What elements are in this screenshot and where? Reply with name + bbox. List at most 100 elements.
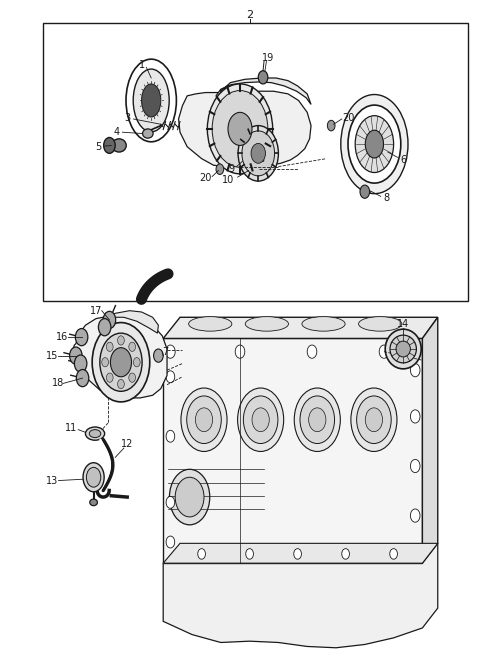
Ellipse shape <box>112 139 126 152</box>
Circle shape <box>410 459 420 473</box>
Circle shape <box>390 549 397 559</box>
Text: 8: 8 <box>384 193 389 204</box>
Polygon shape <box>103 311 158 333</box>
Circle shape <box>294 549 301 559</box>
Ellipse shape <box>396 341 410 357</box>
Text: 19: 19 <box>262 53 274 63</box>
Circle shape <box>166 536 175 548</box>
Text: 10: 10 <box>222 175 234 185</box>
Circle shape <box>75 329 88 346</box>
Text: 6: 6 <box>400 155 406 165</box>
Circle shape <box>102 358 108 367</box>
Circle shape <box>294 388 340 451</box>
Ellipse shape <box>245 317 288 331</box>
Circle shape <box>238 388 284 451</box>
Ellipse shape <box>341 95 408 194</box>
Polygon shape <box>216 78 311 104</box>
Polygon shape <box>179 91 311 167</box>
Circle shape <box>70 347 82 364</box>
Text: 18: 18 <box>51 378 64 389</box>
Circle shape <box>238 126 278 181</box>
Circle shape <box>92 323 150 402</box>
Ellipse shape <box>385 329 421 369</box>
Circle shape <box>195 408 213 432</box>
Ellipse shape <box>359 317 402 331</box>
Text: 3: 3 <box>124 112 130 123</box>
Circle shape <box>342 549 349 559</box>
Circle shape <box>76 369 89 387</box>
Text: 12: 12 <box>121 439 133 449</box>
Text: 20: 20 <box>342 112 354 123</box>
Circle shape <box>212 91 268 167</box>
Circle shape <box>216 164 224 175</box>
Circle shape <box>103 311 116 329</box>
Circle shape <box>198 549 205 559</box>
Text: 13: 13 <box>46 476 58 486</box>
Circle shape <box>118 336 124 345</box>
Circle shape <box>86 467 101 487</box>
Ellipse shape <box>85 427 105 440</box>
Circle shape <box>98 319 111 336</box>
Text: 2: 2 <box>246 10 253 20</box>
Circle shape <box>83 463 104 492</box>
Text: 14: 14 <box>397 319 409 329</box>
Circle shape <box>181 388 227 451</box>
Polygon shape <box>163 317 438 338</box>
Circle shape <box>118 379 124 389</box>
Circle shape <box>107 342 113 352</box>
Circle shape <box>100 333 142 391</box>
Text: 4: 4 <box>113 127 119 137</box>
Text: 11: 11 <box>65 423 77 434</box>
Circle shape <box>251 143 265 163</box>
Text: 9: 9 <box>229 163 235 174</box>
Text: 5: 5 <box>95 141 102 152</box>
Ellipse shape <box>355 116 394 173</box>
Circle shape <box>129 373 135 382</box>
Circle shape <box>235 345 245 358</box>
Ellipse shape <box>365 130 384 158</box>
Text: 16: 16 <box>56 332 69 342</box>
Ellipse shape <box>90 499 97 506</box>
Circle shape <box>129 342 135 352</box>
Circle shape <box>187 396 221 444</box>
Circle shape <box>228 112 252 145</box>
Text: 20: 20 <box>199 173 212 184</box>
Circle shape <box>104 137 115 153</box>
Ellipse shape <box>189 317 232 331</box>
Circle shape <box>166 371 175 383</box>
Circle shape <box>252 408 269 432</box>
Circle shape <box>175 477 204 517</box>
Circle shape <box>410 509 420 522</box>
Circle shape <box>258 71 268 84</box>
Circle shape <box>107 373 113 382</box>
Circle shape <box>166 496 175 508</box>
Ellipse shape <box>302 317 345 331</box>
Circle shape <box>166 345 175 358</box>
Polygon shape <box>163 543 438 563</box>
Circle shape <box>300 396 335 444</box>
Circle shape <box>246 549 253 559</box>
Circle shape <box>410 410 420 423</box>
Ellipse shape <box>348 105 401 183</box>
Ellipse shape <box>126 59 176 141</box>
Circle shape <box>309 408 326 432</box>
Circle shape <box>379 345 389 358</box>
Circle shape <box>169 469 210 525</box>
Circle shape <box>74 355 87 372</box>
Circle shape <box>166 430 175 442</box>
Ellipse shape <box>133 69 169 132</box>
Polygon shape <box>163 543 438 648</box>
Ellipse shape <box>89 430 101 438</box>
Circle shape <box>242 131 275 176</box>
Circle shape <box>154 349 163 362</box>
Polygon shape <box>73 316 167 398</box>
Circle shape <box>133 358 140 367</box>
Text: 15: 15 <box>46 350 58 361</box>
Circle shape <box>243 396 278 444</box>
Circle shape <box>410 364 420 377</box>
Ellipse shape <box>142 84 161 117</box>
Polygon shape <box>422 317 438 563</box>
Circle shape <box>307 345 317 358</box>
Polygon shape <box>163 338 422 563</box>
Circle shape <box>357 396 391 444</box>
